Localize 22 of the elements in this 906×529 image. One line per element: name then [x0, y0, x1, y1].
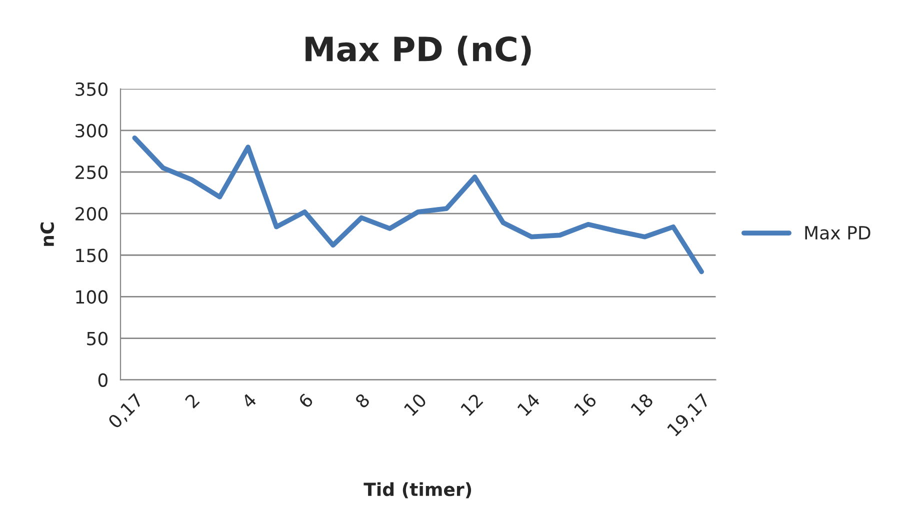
- y-tick-label: 150: [76, 248, 108, 262]
- legend-label: Max PD: [805, 226, 870, 240]
- y-tick-label: 100: [76, 290, 108, 304]
- x-tick-label: 18: [630, 392, 654, 416]
- chart-title: Max PD (nC): [306, 36, 531, 66]
- x-tick-label: 2: [184, 393, 200, 409]
- y-tick-label: 300: [76, 124, 108, 138]
- y-tick-label: 200: [76, 207, 108, 221]
- y-axis-title: nC: [40, 222, 54, 246]
- x-tick-label: 12: [460, 393, 484, 416]
- x-tick-label: 16: [574, 392, 598, 416]
- x-tick-label: 14: [517, 392, 540, 416]
- y-tick-label: 250: [76, 165, 108, 180]
- x-tick-label: 6: [298, 392, 314, 409]
- line-series: [132, 135, 704, 274]
- y-tick-label: 50: [87, 332, 108, 346]
- x-axis-title: Tid (timer): [364, 482, 472, 498]
- x-tick-label: 10: [404, 392, 428, 416]
- y-tick-label: 0: [98, 373, 108, 387]
- x-tick-label: 8: [354, 392, 370, 409]
- y-tick-label: 350: [76, 82, 108, 96]
- x-tick-label: 4: [240, 392, 258, 409]
